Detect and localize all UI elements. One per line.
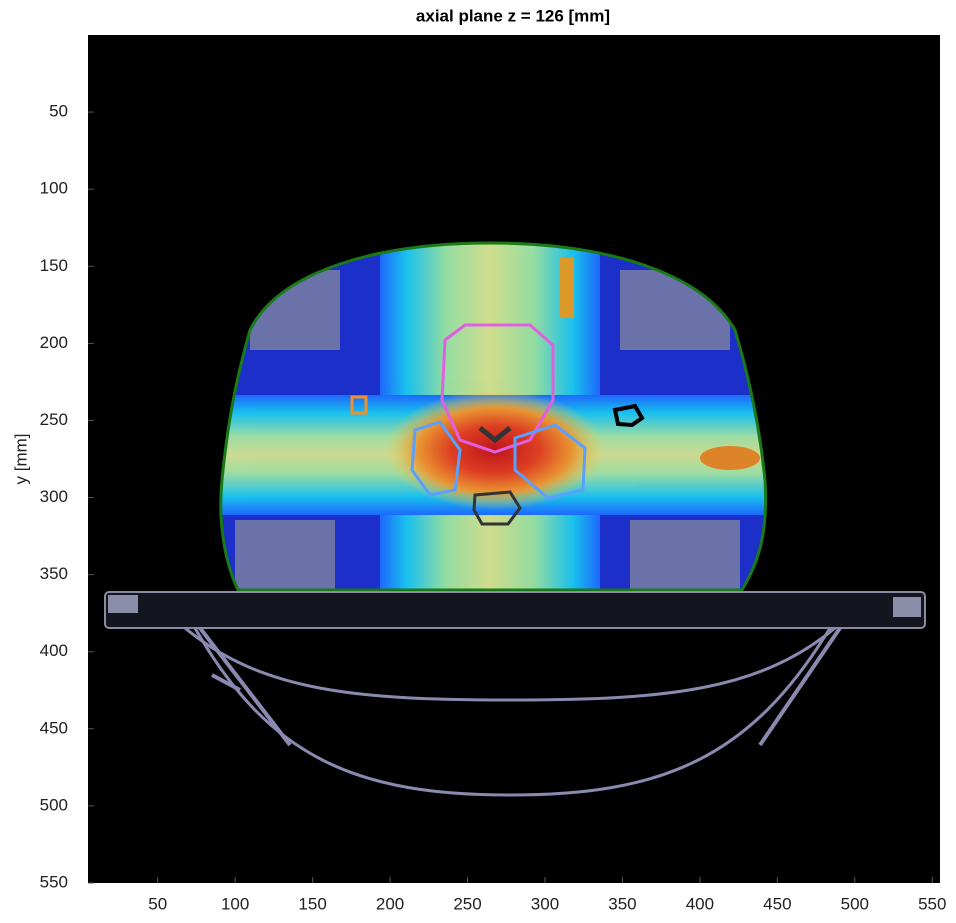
x-tick-label: 100 <box>221 894 249 913</box>
y-tick-label: 550 <box>40 872 68 891</box>
y-tick-label: 450 <box>40 718 68 737</box>
chart-title: axial plane z = 126 [mm] <box>416 6 610 25</box>
y-tick-label: 250 <box>40 410 68 429</box>
x-tick-label: 300 <box>531 894 559 913</box>
x-tick-label: 400 <box>686 894 714 913</box>
y-tick-label: 500 <box>40 795 68 814</box>
x-tick-label: 450 <box>763 894 791 913</box>
x-tick-label: 200 <box>376 894 404 913</box>
y-tick-label: 300 <box>40 487 68 506</box>
y-tick-label: 400 <box>40 641 68 660</box>
y-tick-label: 50 <box>49 102 68 121</box>
x-tick-label: 500 <box>841 894 869 913</box>
y-tick-label: 350 <box>40 564 68 583</box>
x-tick-label: 550 <box>918 894 946 913</box>
x-tick-label: 350 <box>608 894 636 913</box>
y-tick-label: 200 <box>40 333 68 352</box>
x-tick-label: 50 <box>148 894 167 913</box>
x-tick-label: 250 <box>453 894 481 913</box>
page: {"chart_data": {"type": "image", "title"… <box>0 0 956 918</box>
y-axis-label: y [mm] <box>11 434 30 485</box>
y-tick-label: 150 <box>40 256 68 275</box>
x-tick-label: 150 <box>298 894 326 913</box>
y-tick-label: 100 <box>40 179 68 198</box>
chart: axial plane z = 126 [mm] y [mm] 50 100 150… <box>0 0 956 918</box>
